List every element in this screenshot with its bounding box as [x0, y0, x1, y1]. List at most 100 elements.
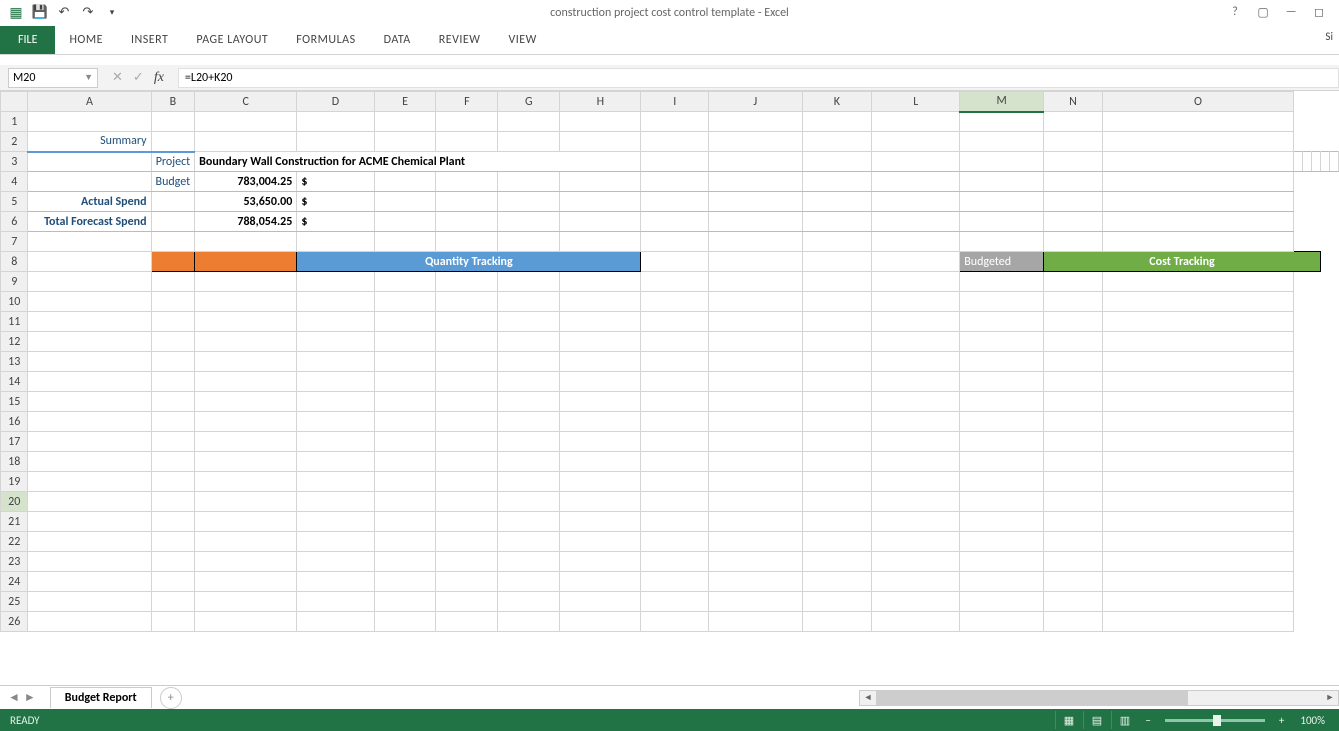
cell-L26[interactable] [872, 612, 960, 632]
cell-A10[interactable] [28, 292, 151, 312]
cell-G25[interactable] [498, 592, 560, 612]
cell-O14[interactable] [1102, 372, 1293, 392]
cell-H16[interactable] [560, 412, 641, 432]
cell-A23[interactable] [28, 552, 151, 572]
cell-F2[interactable] [436, 132, 498, 152]
cell-B16[interactable] [151, 412, 195, 432]
cell-G2[interactable] [498, 132, 560, 152]
cell-D21[interactable] [297, 512, 374, 532]
cell-L12[interactable] [872, 332, 960, 352]
cell-G15[interactable] [498, 392, 560, 412]
cell-E17[interactable] [374, 432, 436, 452]
cell-L7[interactable] [872, 232, 960, 252]
cell-E16[interactable] [374, 412, 436, 432]
cell-F10[interactable] [436, 292, 498, 312]
cell-N21[interactable] [1044, 512, 1103, 532]
cell-E22[interactable] [374, 532, 436, 552]
cell-H14[interactable] [560, 372, 641, 392]
cell-O7[interactable] [1102, 232, 1293, 252]
cell-G6[interactable] [498, 212, 560, 232]
cell-I4[interactable] [641, 172, 709, 192]
cell-F8[interactable] [641, 252, 709, 272]
cell-N6[interactable] [1044, 212, 1103, 232]
cell-F5[interactable] [436, 192, 498, 212]
cell-E15[interactable] [374, 392, 436, 412]
cell-E6[interactable] [374, 212, 436, 232]
cell-A8[interactable] [28, 252, 151, 272]
row-header-22[interactable]: 22 [1, 532, 28, 552]
row-header-12[interactable]: 12 [1, 332, 28, 352]
cell-H8[interactable] [709, 252, 803, 272]
cell-K11[interactable] [802, 312, 872, 332]
cell-K24[interactable] [802, 572, 872, 592]
column-header-D[interactable]: D [297, 92, 374, 112]
row-header-10[interactable]: 10 [1, 292, 28, 312]
cell-K12[interactable] [802, 332, 872, 352]
cell-D7[interactable] [297, 232, 374, 252]
cell-K2[interactable] [802, 132, 872, 152]
cell-N22[interactable] [1044, 532, 1103, 552]
cell-E3[interactable] [709, 152, 803, 172]
cell-M11[interactable] [960, 312, 1044, 332]
cell-H12[interactable] [560, 332, 641, 352]
cell-M14[interactable] [960, 372, 1044, 392]
cell-B9[interactable] [151, 272, 195, 292]
cell-C24[interactable] [195, 572, 297, 592]
cell-F18[interactable] [436, 452, 498, 472]
cell-L23[interactable] [872, 552, 960, 572]
cell-A20[interactable] [28, 492, 151, 512]
cell-I19[interactable] [641, 472, 709, 492]
cell-J21[interactable] [709, 512, 803, 532]
zoom-level[interactable]: 100% [1292, 714, 1333, 727]
tab-page-layout[interactable]: PAGE LAYOUT [182, 26, 282, 54]
sheet-tab-budget-report[interactable]: Budget Report [50, 687, 152, 708]
cell-N15[interactable] [1044, 392, 1103, 412]
cell-J12[interactable] [709, 332, 803, 352]
cell-A9[interactable] [28, 272, 151, 292]
cell-F12[interactable] [436, 332, 498, 352]
cell-E14[interactable] [374, 372, 436, 392]
cell-N23[interactable] [1044, 552, 1103, 572]
cell-E13[interactable] [374, 352, 436, 372]
cell-B4[interactable]: Budget [151, 172, 195, 192]
cell-L13[interactable] [872, 352, 960, 372]
cell-L1[interactable] [872, 112, 960, 132]
cell-O15[interactable] [1102, 392, 1293, 412]
cell-N18[interactable] [1044, 452, 1103, 472]
row-header-16[interactable]: 16 [1, 412, 28, 432]
cell-F25[interactable] [436, 592, 498, 612]
column-header-J[interactable]: J [709, 92, 803, 112]
cell-M19[interactable] [960, 472, 1044, 492]
cell-D10[interactable] [297, 292, 374, 312]
cell-K16[interactable] [802, 412, 872, 432]
cell-L8[interactable] [872, 252, 960, 272]
cell-E23[interactable] [374, 552, 436, 572]
row-header-23[interactable]: 23 [1, 552, 28, 572]
cell-N17[interactable] [1044, 432, 1103, 452]
cell-M18[interactable] [960, 452, 1044, 472]
cell-H6[interactable] [560, 212, 641, 232]
cell-D5[interactable]: $ [297, 192, 374, 212]
cell-M4[interactable] [960, 172, 1044, 192]
cell-C11[interactable] [195, 312, 297, 332]
cell-H18[interactable] [560, 452, 641, 472]
cell-A13[interactable] [28, 352, 151, 372]
cell-M25[interactable] [960, 592, 1044, 612]
cell-C9[interactable] [195, 272, 297, 292]
cell-I1[interactable] [641, 112, 709, 132]
column-header-A[interactable]: A [28, 92, 151, 112]
cell-A1[interactable] [28, 112, 151, 132]
row-header-3[interactable]: 3 [1, 152, 28, 172]
cell-C4[interactable]: 783,004.25 [195, 172, 297, 192]
cell-M21[interactable] [960, 512, 1044, 532]
cell-A17[interactable] [28, 432, 151, 452]
cell-K5[interactable] [802, 192, 872, 212]
cell-D6[interactable]: $ [297, 212, 374, 232]
cell-D14[interactable] [297, 372, 374, 392]
cell-E4[interactable] [374, 172, 436, 192]
cell-F3[interactable] [802, 152, 872, 172]
cell-L9[interactable] [872, 272, 960, 292]
cell-E2[interactable] [374, 132, 436, 152]
help-icon[interactable]: ? [1225, 5, 1245, 20]
cell-H17[interactable] [560, 432, 641, 452]
